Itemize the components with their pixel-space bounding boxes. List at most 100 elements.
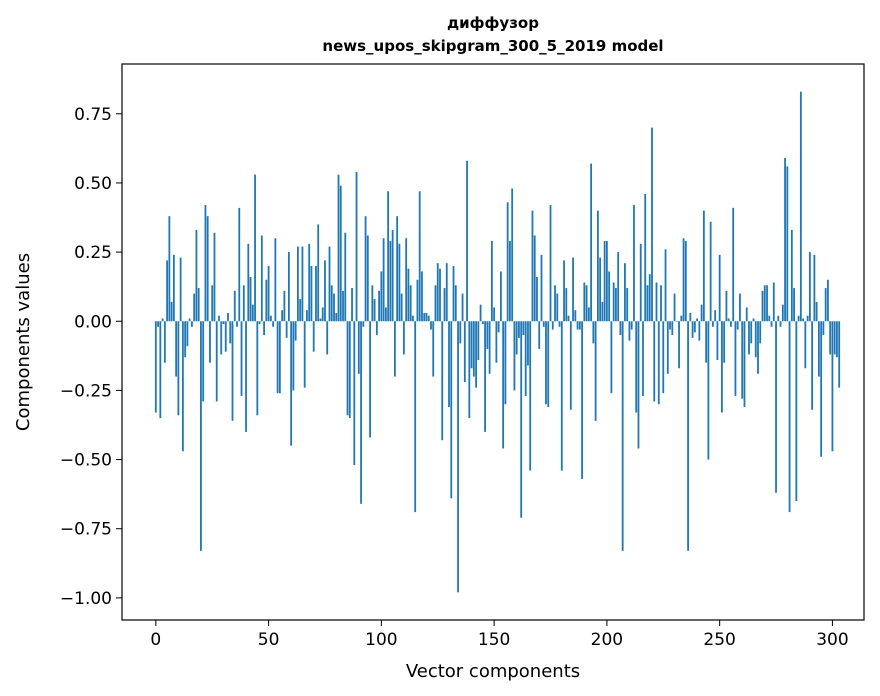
bar (405, 238, 408, 322)
y-tick-label: 0.75 (74, 105, 112, 125)
bar (603, 241, 606, 322)
bar (610, 321, 613, 394)
bar (154, 321, 157, 413)
bar (788, 321, 791, 513)
bar (529, 321, 532, 471)
bar (475, 321, 477, 388)
bar (344, 232, 347, 322)
bar (558, 321, 561, 327)
bar (680, 315, 683, 322)
bar (254, 174, 256, 322)
bar (236, 321, 238, 327)
bar (678, 321, 680, 369)
bar (520, 321, 523, 518)
bar (353, 321, 356, 466)
bar (752, 318, 755, 322)
bar (790, 229, 793, 322)
bar (802, 318, 804, 322)
bar (308, 243, 311, 322)
bar (637, 321, 640, 449)
y-tick-label: −0.25 (60, 381, 112, 401)
bar (574, 310, 577, 322)
chart-subtitle: news_upos_skipgram_300_5_2019 model (322, 37, 663, 55)
bar (540, 254, 543, 322)
bar (626, 288, 629, 322)
bar (538, 321, 541, 349)
bar (161, 318, 164, 322)
bar (409, 285, 412, 322)
bar (204, 205, 207, 322)
bar (612, 282, 615, 322)
bar (479, 304, 482, 322)
y-axis-ticks: −1.00 −0.75 −0.50 −0.25 0.00 0.25 0.50 0.75 (60, 105, 122, 609)
bar (461, 293, 464, 322)
bar (179, 257, 182, 322)
bar (242, 285, 245, 322)
bar (709, 221, 712, 322)
bar (163, 321, 166, 363)
bar (283, 290, 286, 322)
bar (172, 254, 175, 322)
bar (387, 191, 390, 322)
bar (346, 321, 349, 416)
x-tick-label: 200 (591, 630, 623, 650)
bar (585, 285, 588, 322)
bar (513, 321, 516, 391)
bar (403, 321, 405, 355)
bar (635, 321, 638, 413)
bar (759, 321, 762, 344)
bar (301, 246, 304, 322)
bar (373, 299, 376, 322)
bar (509, 241, 511, 322)
bar (741, 321, 744, 399)
bar (218, 315, 220, 322)
bar (240, 321, 243, 396)
bar (251, 304, 254, 322)
y-tick-label: −1.00 (60, 589, 112, 609)
bar (278, 321, 281, 394)
bar (400, 293, 403, 322)
bar (191, 321, 193, 327)
bar (657, 321, 660, 405)
bar (247, 243, 250, 322)
bar (366, 235, 369, 322)
y-tick-label: 0.50 (74, 174, 112, 194)
bar (407, 268, 410, 322)
bar (380, 271, 383, 322)
bar (711, 321, 714, 327)
bar (477, 321, 480, 360)
bar (750, 321, 753, 344)
bar (838, 321, 841, 388)
bar (326, 321, 329, 355)
bar (833, 321, 836, 355)
bar (202, 321, 205, 402)
bar (836, 321, 838, 358)
bar (177, 321, 180, 416)
bar (285, 321, 288, 338)
bar (718, 254, 721, 322)
bar (653, 321, 656, 402)
bar (294, 321, 297, 341)
bar (518, 321, 520, 338)
bar (515, 321, 518, 355)
bar (646, 285, 649, 322)
bar (256, 321, 259, 416)
bar (466, 160, 468, 322)
bar (209, 321, 211, 363)
bar (533, 235, 536, 322)
bar (817, 321, 820, 377)
bar (596, 210, 599, 322)
bar (335, 312, 338, 322)
bar (233, 290, 236, 322)
bar (470, 321, 473, 369)
bar (276, 321, 279, 394)
bar (569, 321, 572, 410)
bar (448, 321, 450, 407)
bar (351, 288, 353, 322)
bar (463, 321, 466, 383)
bar (378, 290, 380, 322)
bar (707, 321, 710, 460)
bar (229, 321, 232, 344)
bar (186, 321, 189, 347)
